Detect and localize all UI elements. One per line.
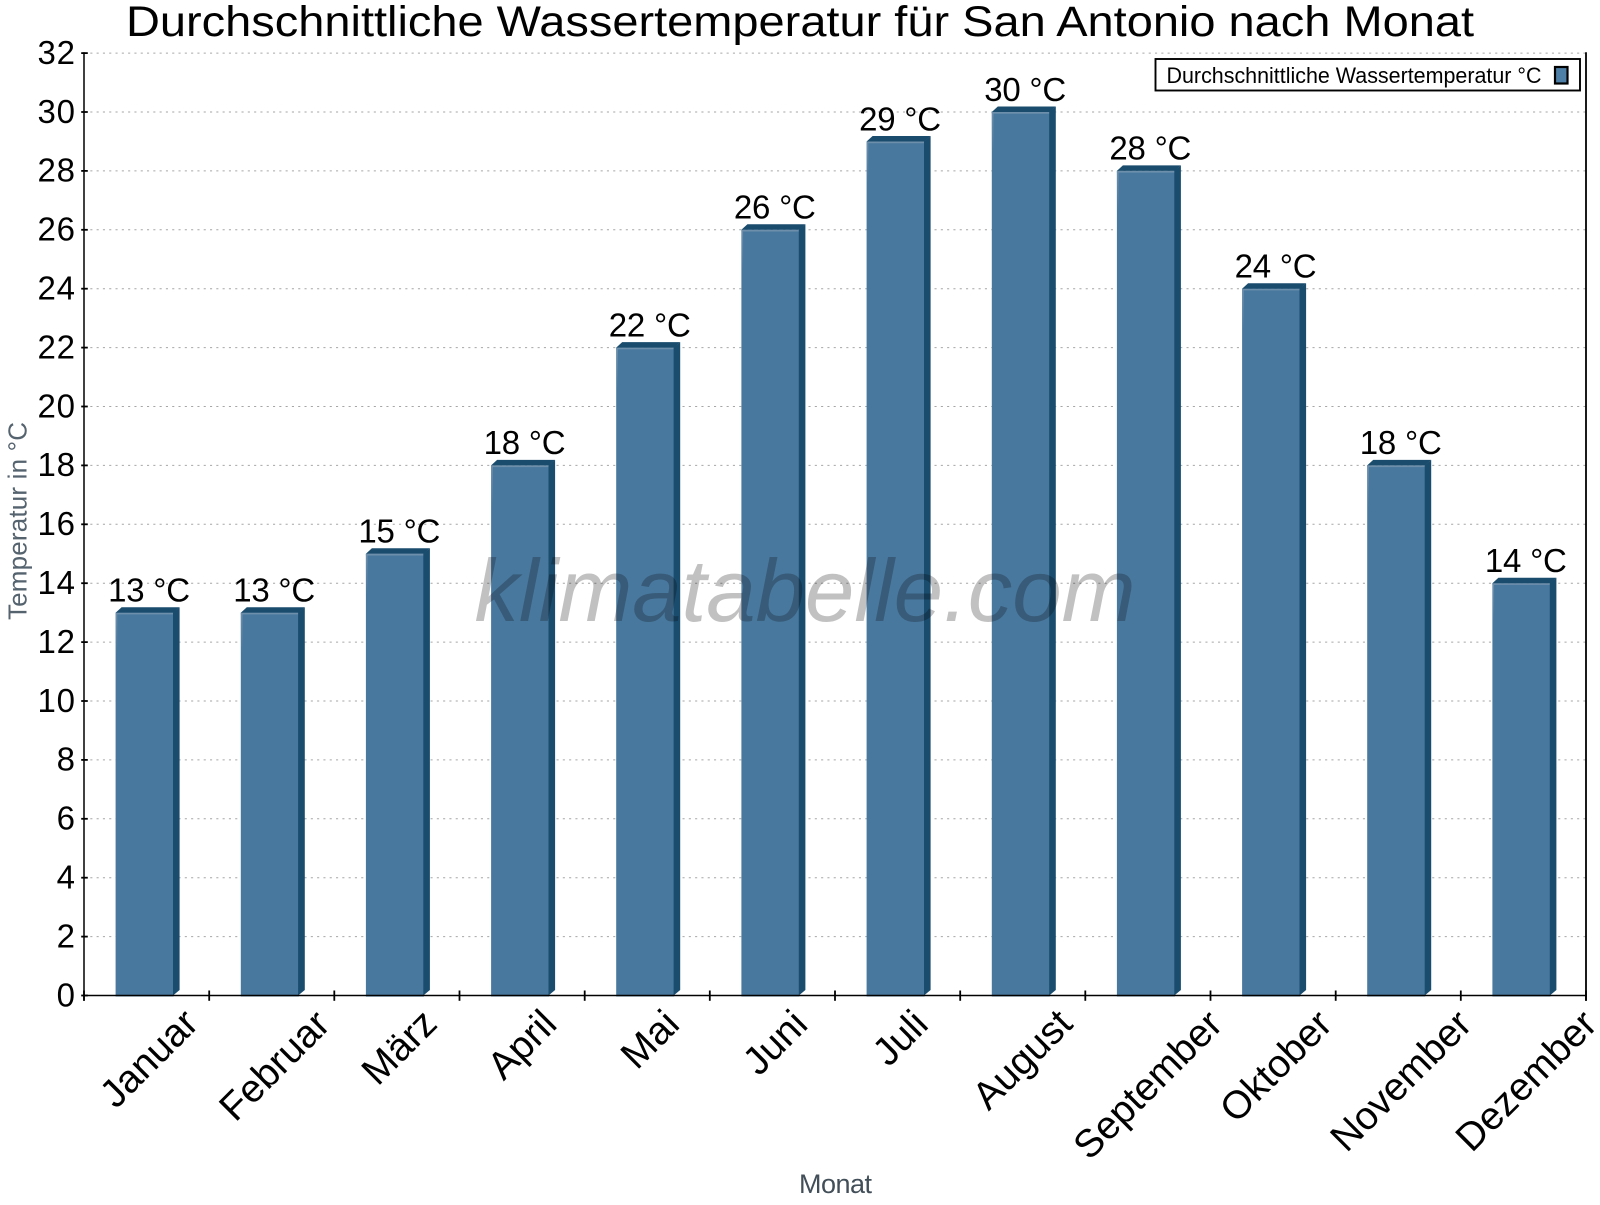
svg-text:22 °C: 22 °C xyxy=(609,306,691,343)
svg-text:24: 24 xyxy=(38,270,76,307)
svg-text:15 °C: 15 °C xyxy=(358,513,440,550)
svg-text:26 °C: 26 °C xyxy=(734,189,816,226)
svg-text:klimatabelle.com: klimatabelle.com xyxy=(475,541,1136,640)
svg-text:Temperatur in °C: Temperatur in °C xyxy=(3,422,33,620)
svg-text:30: 30 xyxy=(38,93,76,130)
svg-text:13 °C: 13 °C xyxy=(233,572,315,609)
svg-text:16: 16 xyxy=(38,505,76,542)
svg-text:8: 8 xyxy=(57,741,75,778)
svg-text:24 °C: 24 °C xyxy=(1235,248,1317,285)
svg-text:Monat: Monat xyxy=(799,1169,872,1199)
svg-text:30 °C: 30 °C xyxy=(984,71,1066,108)
svg-text:28: 28 xyxy=(38,152,76,189)
svg-text:12: 12 xyxy=(38,623,76,660)
svg-text:32: 32 xyxy=(38,34,76,71)
svg-text:0: 0 xyxy=(57,976,75,1013)
svg-text:26: 26 xyxy=(38,211,76,248)
svg-text:Durchschnittliche Wassertemper: Durchschnittliche Wassertemperatur °C xyxy=(1167,63,1542,88)
svg-text:18 °C: 18 °C xyxy=(1360,424,1442,461)
svg-text:4: 4 xyxy=(57,859,75,896)
svg-text:18 °C: 18 °C xyxy=(484,424,566,461)
svg-text:28 °C: 28 °C xyxy=(1109,130,1191,167)
svg-text:13 °C: 13 °C xyxy=(108,572,190,609)
svg-text:29 °C: 29 °C xyxy=(859,100,941,137)
svg-text:14 °C: 14 °C xyxy=(1485,542,1567,579)
svg-text:22: 22 xyxy=(38,328,76,365)
svg-text:2: 2 xyxy=(57,917,75,954)
svg-text:20: 20 xyxy=(38,387,76,424)
svg-text:6: 6 xyxy=(57,800,75,837)
svg-text:18: 18 xyxy=(38,446,76,483)
svg-text:14: 14 xyxy=(38,564,76,601)
svg-text:Durchschnittliche Wassertemper: Durchschnittliche Wassertemperatur für S… xyxy=(126,0,1474,46)
svg-text:10: 10 xyxy=(38,682,76,719)
